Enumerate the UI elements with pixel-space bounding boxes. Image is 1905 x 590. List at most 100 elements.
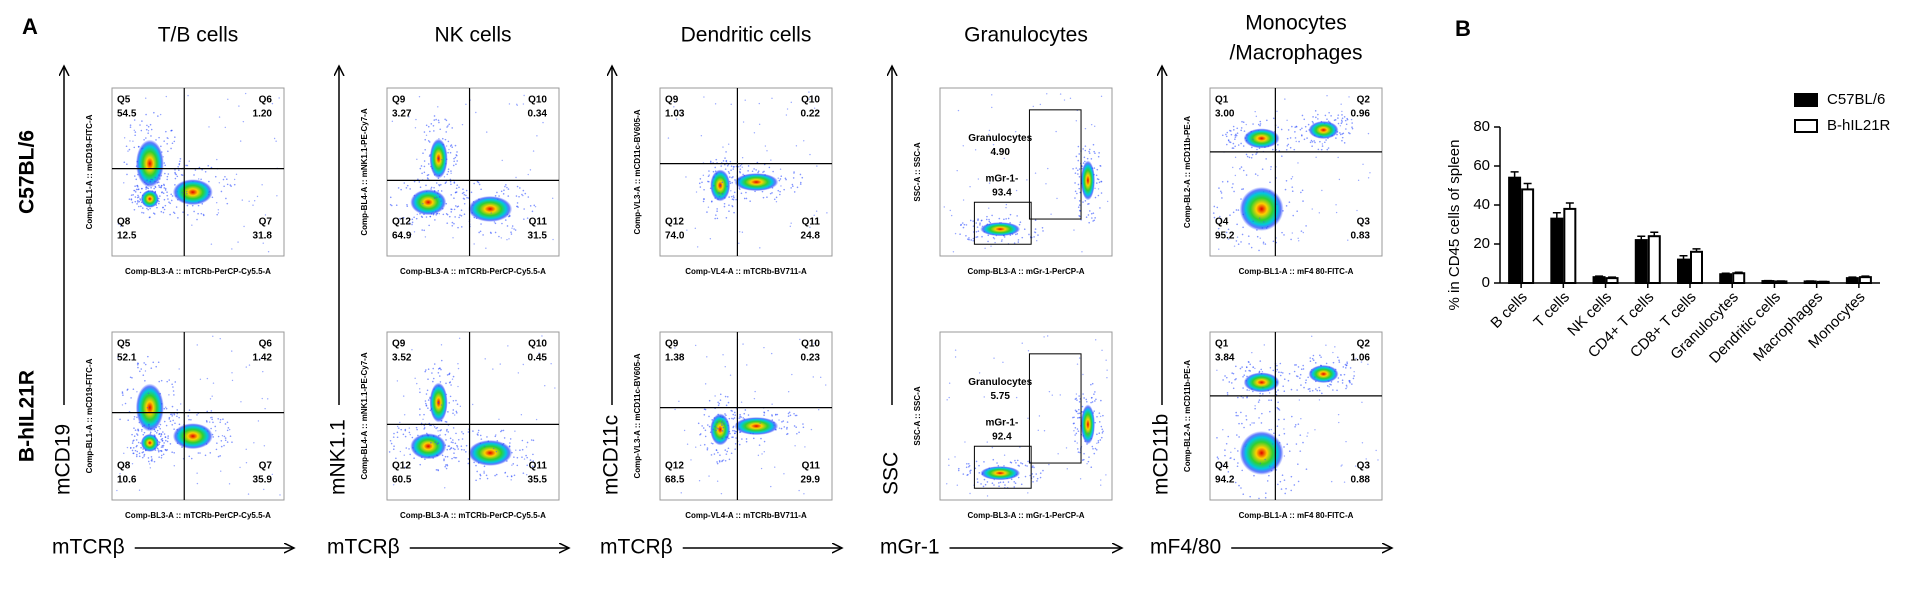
event-dot	[1233, 190, 1235, 193]
event-dot	[177, 165, 179, 168]
event-dot	[1242, 226, 1244, 229]
event-dot	[506, 213, 509, 216]
event-dot	[1291, 186, 1294, 188]
event-dot	[165, 449, 168, 452]
event-dot	[1212, 212, 1215, 214]
event-dot	[145, 183, 147, 185]
event-dot	[698, 480, 701, 482]
event-dot	[173, 394, 175, 396]
event-dot	[1102, 430, 1104, 433]
event-dot	[1038, 415, 1041, 417]
event-dot	[1014, 482, 1017, 485]
event-dot	[1046, 93, 1048, 95]
event-dot	[160, 456, 163, 459]
event-dot	[132, 388, 135, 390]
event-dot	[1337, 356, 1339, 359]
event-dot	[783, 426, 786, 428]
event-dot	[1106, 369, 1108, 371]
event-dot	[389, 439, 392, 442]
event-dot	[704, 435, 707, 438]
event-dot	[456, 446, 459, 448]
event-dot	[168, 201, 170, 204]
event-dot	[212, 421, 214, 424]
event-dot	[965, 466, 968, 469]
event-dot	[1074, 434, 1076, 436]
event-dot	[1236, 132, 1239, 134]
event-dot	[729, 176, 731, 178]
event-dot	[443, 459, 445, 462]
event-dot	[1261, 370, 1264, 373]
event-dot	[1090, 123, 1093, 126]
event-dot	[774, 414, 777, 416]
event-dot	[983, 478, 986, 481]
event-dot	[1279, 480, 1282, 483]
event-dot	[160, 433, 163, 436]
event-dot	[1229, 214, 1231, 216]
event-dot	[695, 446, 697, 448]
gate-value: 3.27	[392, 109, 412, 120]
event-dot	[1290, 489, 1293, 492]
event-dot	[709, 238, 712, 240]
error-bar	[1848, 276, 1857, 279]
event-dot	[1361, 218, 1364, 221]
event-dot	[988, 220, 991, 223]
event-dot	[968, 237, 970, 239]
event-dot	[754, 390, 756, 393]
event-dot	[467, 431, 470, 433]
event-dot	[439, 128, 442, 131]
event-dot	[1083, 156, 1086, 159]
event-dot	[432, 124, 435, 127]
event-dot	[137, 199, 139, 202]
event-dot	[1234, 447, 1236, 450]
event-dot	[747, 165, 750, 167]
event-dot	[1366, 234, 1368, 236]
event-dot	[143, 424, 146, 427]
event-dot	[211, 416, 213, 419]
event-dot	[416, 428, 418, 431]
event-dot	[949, 209, 951, 212]
event-dot	[522, 103, 525, 105]
event-dot	[516, 464, 519, 467]
event-dot	[138, 145, 140, 148]
y-axis-label: mNK1.1	[327, 419, 350, 495]
event-dot	[502, 429, 505, 432]
event-dot	[1086, 157, 1089, 160]
event-dot	[123, 137, 126, 139]
gate-name: Q1	[1215, 95, 1229, 106]
event-dot	[776, 413, 779, 416]
event-dot	[729, 160, 732, 163]
event-dot	[138, 452, 141, 455]
event-dot	[1043, 430, 1046, 432]
event-dot	[708, 475, 710, 477]
event-dot	[1021, 236, 1024, 239]
event-dot	[520, 414, 523, 416]
event-dot	[159, 423, 162, 426]
event-dot	[732, 418, 735, 420]
event-dot	[1213, 216, 1216, 219]
event-dot	[1018, 223, 1021, 226]
event-dot	[1100, 425, 1103, 428]
gate-value: 60.5	[392, 475, 412, 486]
event-dot	[139, 191, 142, 194]
event-dot	[706, 211, 708, 213]
event-dot	[1285, 148, 1288, 151]
event-dot	[1096, 433, 1098, 436]
event-dot	[1249, 370, 1252, 372]
event-dot	[975, 460, 978, 463]
event-dot	[809, 153, 811, 156]
event-dot	[1318, 399, 1321, 401]
gate-name: Q10	[801, 95, 820, 106]
event-dot	[667, 137, 670, 139]
event-dot	[467, 458, 470, 460]
event-dot	[131, 442, 134, 444]
event-dot	[1090, 383, 1092, 386]
event-dot	[148, 216, 151, 219]
error-bar	[1552, 212, 1561, 219]
event-dot	[743, 197, 746, 200]
event-dot	[178, 368, 180, 370]
event-dot	[1078, 401, 1081, 403]
event-dot	[1100, 192, 1103, 194]
gate-name: Q9	[392, 339, 406, 350]
event-dot	[447, 411, 449, 413]
event-dot	[212, 335, 214, 338]
